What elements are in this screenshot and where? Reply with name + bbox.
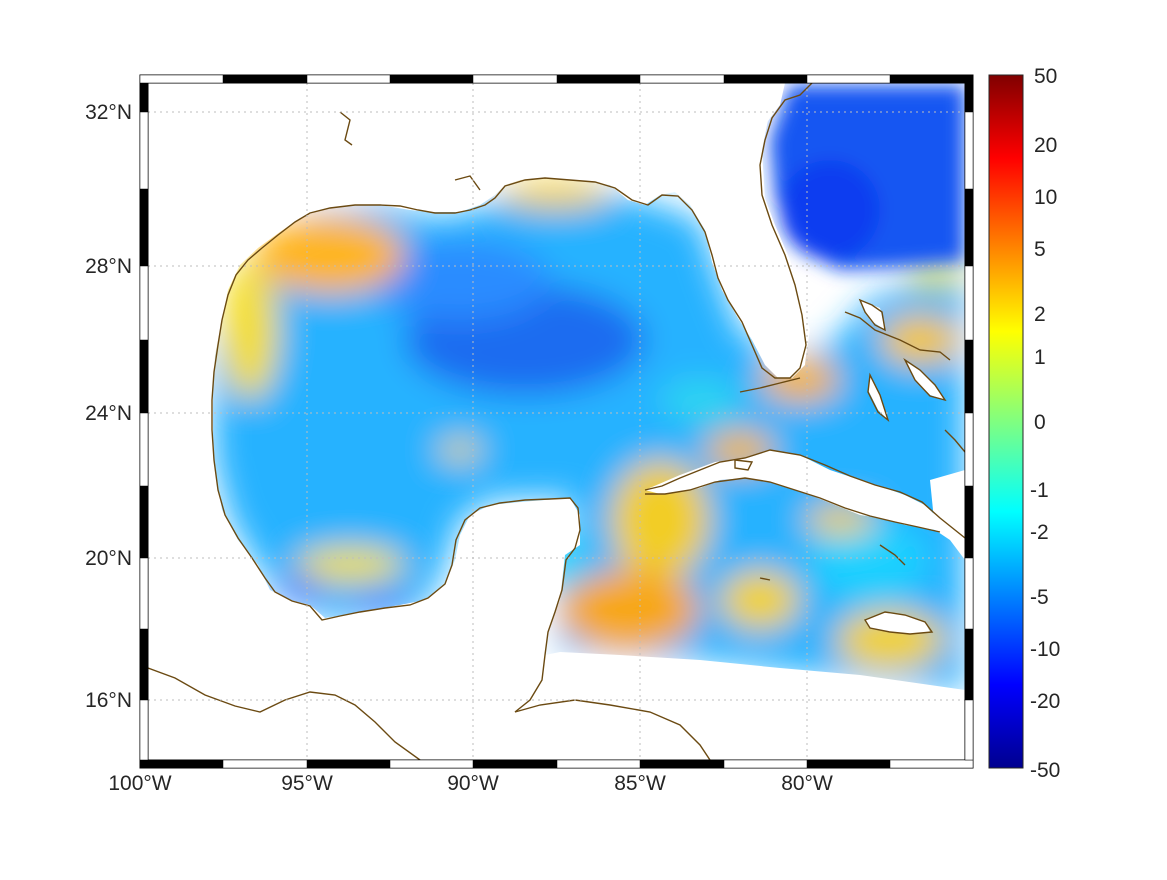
lat-label: 28°N (85, 255, 132, 278)
colorbar-label: -2 (1030, 521, 1049, 544)
colorbar-label: 0 (1034, 411, 1046, 434)
lon-label: 80°W (781, 772, 833, 795)
lat-label: 20°N (85, 547, 132, 570)
lon-label: 100°W (108, 772, 171, 795)
colorbar-label: -1 (1030, 479, 1049, 502)
lon-label: 85°W (614, 772, 666, 795)
lat-label: 32°N (85, 101, 132, 124)
lat-label: 16°N (85, 689, 132, 712)
colorbar-label: 20 (1034, 134, 1057, 157)
colorbar-label: 5 (1034, 238, 1046, 261)
colorbar-label: 50 (1034, 65, 1057, 88)
colorbar-label: -50 (1030, 759, 1060, 782)
coastlines (148, 83, 965, 760)
map-frame (139, 74, 974, 769)
colorbar-label: -10 (1030, 638, 1060, 661)
lon-label: 90°W (447, 772, 499, 795)
lon-label: 95°W (281, 772, 333, 795)
data-field (212, 85, 965, 690)
colorbar-label: 2 (1034, 303, 1046, 326)
latitude-labels: 32°N 28°N 24°N 20°N 16°N (85, 101, 132, 712)
colorbar-label: 1 (1034, 346, 1046, 369)
colorbar-label: 10 (1034, 186, 1057, 209)
colorbar-label: -5 (1030, 586, 1049, 609)
colorbar-gradient (988, 74, 1024, 769)
lat-label: 24°N (85, 402, 132, 425)
longitude-labels: 100°W 95°W 90°W 85°W 80°W (108, 772, 833, 795)
land (148, 83, 965, 760)
graticule (148, 83, 965, 760)
colorbar-label: -20 (1030, 690, 1060, 713)
colorbar: 50 20 10 5 2 1 0 -1 -2 -5 -10 -20 -50 (988, 65, 1060, 782)
